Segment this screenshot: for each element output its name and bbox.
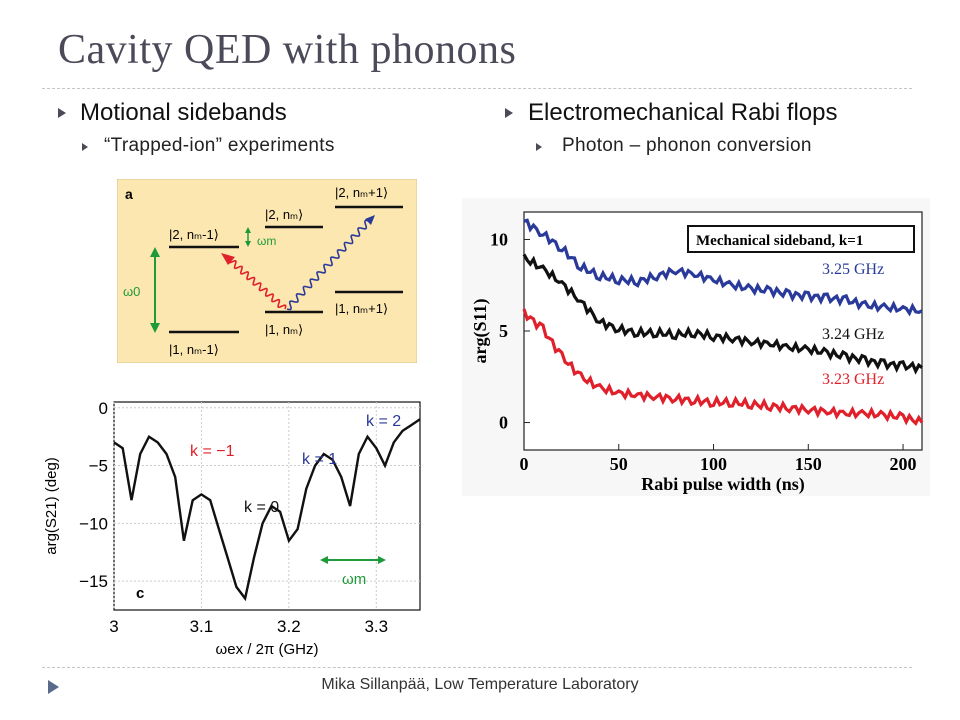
bullet-arrow-icon [58, 108, 66, 118]
y-tick-label: 0 [499, 413, 508, 433]
annotation-k-minus1: k = −1 [190, 443, 235, 460]
x-axis-label: ωex / 2π (GHz) [216, 641, 319, 658]
spectrum-chart: 3 3.1 3.2 3.3 0 −5 −10 −15 c ωex / 2π (GHz) arg(S2… [43, 399, 421, 658]
x-tick-label: 200 [890, 454, 917, 474]
annotation-k1: k = 1 [302, 451, 337, 468]
annotation-k2: k = 2 [366, 413, 401, 430]
arrow-head-icon [320, 556, 328, 564]
y-tick-label: 0 [99, 399, 108, 418]
title-divider [42, 88, 912, 89]
y-axis-label: arg(S11) [470, 298, 491, 363]
panel-label: c [136, 585, 144, 602]
x-tick-label: 3 [109, 617, 118, 636]
level-label: |2, nₘ+1⟩ [335, 185, 388, 200]
y-tick-label: −15 [79, 572, 108, 591]
arrow-head-icon [365, 215, 375, 225]
panel-a-label: a [125, 186, 133, 202]
right-sub-bullet: Photon – phonon conversion [562, 135, 812, 156]
x-tick-label: 50 [610, 454, 628, 474]
level-label: |2, nₘ-1⟩ [169, 227, 219, 242]
arrow-head-icon [221, 253, 235, 265]
x-tick-label: 100 [700, 454, 727, 474]
arrow-head-icon [245, 227, 251, 233]
level-label: |2, nₘ⟩ [265, 207, 303, 222]
y-axis-label: arg(S21) (deg) [43, 457, 60, 555]
x-tick-label: 3.2 [277, 617, 301, 636]
x-tick-label: 3.1 [190, 617, 214, 636]
red-sideband-transition [227, 258, 287, 310]
arrow-head-icon [378, 556, 386, 564]
legend-box [687, 225, 915, 253]
omega0-label: ω0 [123, 284, 140, 299]
series-label: 3.23 GHz [822, 371, 884, 388]
y-tick-label: −10 [79, 514, 108, 533]
level-label: |1, nₘ+1⟩ [335, 301, 388, 316]
rabi-flop-chart: 0 50 100 150 200 0 5 10 3.25 GHz 3.24 GHz 3.23 GHz… [462, 198, 930, 496]
sub-bullet-arrow-icon [82, 143, 88, 151]
annotation-omegam: ωm [342, 571, 366, 588]
blue-sideband-transition [286, 219, 370, 311]
series-label: 3.25 GHz [822, 261, 884, 278]
data-series-line [523, 218, 923, 317]
level-label: |1, nₘ-1⟩ [169, 342, 219, 357]
diagram-background [117, 179, 417, 363]
y-tick-label: 10 [490, 229, 508, 249]
left-sub-bullet: “Trapped-ion” experiments [104, 135, 335, 156]
legend-title: Mechanical sideband, k=1 [696, 233, 863, 249]
y-tick-label: 5 [499, 321, 508, 341]
data-series-line [522, 253, 923, 375]
arrow-head-icon [245, 241, 251, 247]
energy-level-diagram: a |2, nₘ-1⟩ |2, nₘ⟩ |2, nₘ+1⟩ |1, nₘ-1⟩ … [117, 179, 417, 363]
plot-frame [113, 401, 421, 611]
x-axis-label: Rabi pulse width (ns) [641, 474, 805, 495]
data-series-line [522, 308, 924, 427]
sub-bullet-arrow-icon [536, 143, 542, 151]
left-bullet: Motional sidebands [80, 99, 287, 126]
slide-title: Cavity QED with phonons [58, 27, 517, 73]
slide-marker-icon [48, 680, 59, 694]
x-tick-label: 3.3 [364, 617, 388, 636]
y-tick-label: −5 [89, 457, 108, 476]
series-label: 3.24 GHz [822, 326, 884, 343]
annotation-k0: k = 0 [244, 499, 279, 516]
arrow-head-icon [150, 323, 160, 333]
right-bullet: Electromechanical Rabi flops [528, 99, 838, 126]
data-series-line [113, 418, 421, 602]
x-tick-label: 0 [520, 454, 529, 474]
footer-divider [42, 667, 912, 668]
x-tick-label: 150 [795, 454, 822, 474]
bullet-arrow-icon [505, 108, 513, 118]
level-label: |1, nₘ⟩ [265, 322, 303, 337]
omegam-label: ωm [257, 234, 276, 248]
footer-text: Mika Sillanpää, Low Temperature Laborato… [321, 676, 639, 693]
arrow-head-icon [150, 247, 160, 257]
